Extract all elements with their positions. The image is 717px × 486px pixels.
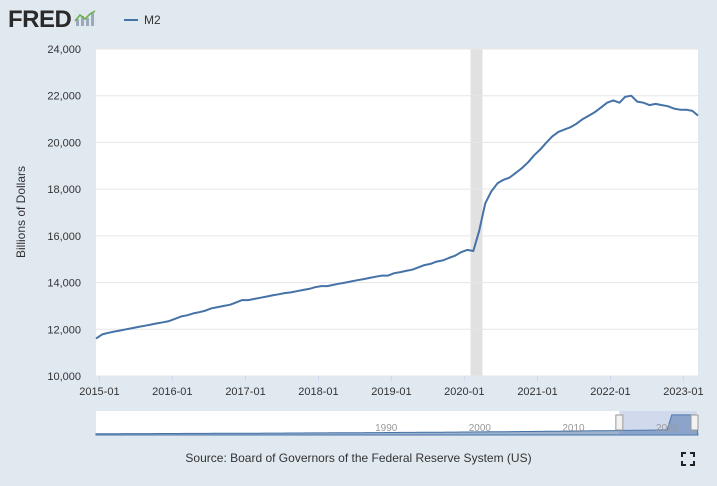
y-axis: 10,000 12,000 14,000 16,000 18,000 20,000 22,0…: [47, 44, 81, 383]
x-tick-label: 2018-01: [298, 386, 338, 398]
navigator-labels: 1990 2000 2010 2020: [375, 423, 679, 434]
navigator-selected-range[interactable]: [619, 411, 698, 435]
recession-band-group: [470, 49, 483, 376]
x-tick-label: 2019-01: [371, 386, 411, 398]
x-tick-label: 2015-01: [79, 386, 119, 398]
x-tick-label: 2021-01: [517, 386, 557, 398]
y-tick-label: 16,000: [47, 231, 81, 243]
navigator-handle-right[interactable]: [690, 414, 699, 431]
chart-legend[interactable]: M2: [124, 13, 161, 27]
navigator-label: 2010: [562, 423, 585, 434]
y-tick-label: 10,000: [47, 371, 81, 383]
navigator[interactable]: 1990 2000 2010 2020: [95, 411, 699, 436]
source-note: Source: Board of Governors of the Federa…: [185, 451, 532, 465]
fred-logo-text: FRED: [8, 6, 72, 33]
navigator-series-area: [95, 414, 699, 436]
navigator-label: 2000: [469, 423, 492, 434]
x-axis: 2015-01 2016-01 2017-01 2018-01 2019-01 2020-…: [79, 376, 704, 398]
y-tick-label: 14,000: [47, 278, 81, 290]
line-chart-icon: [74, 8, 97, 32]
y-axis-label: Billions of Dollars: [14, 166, 28, 258]
y-tick-label: 24,000: [47, 44, 81, 56]
y-tick-label: 18,000: [47, 184, 81, 196]
recession-band: [470, 49, 483, 376]
y-tick-label: 22,000: [47, 91, 81, 103]
y-tick-label: 12,000: [47, 324, 81, 336]
legend-label-m2: M2: [144, 13, 161, 27]
x-tick-label: 2020-01: [444, 386, 484, 398]
grid-lines: [96, 48, 698, 377]
x-tick-label: 2017-01: [225, 386, 265, 398]
x-tick-label: 2023-01: [663, 386, 703, 398]
series-line-m2[interactable]: [95, 94, 699, 340]
legend-swatch-m2: [124, 19, 138, 21]
plot-background: [96, 49, 698, 376]
navigator-label: 1990: [375, 423, 398, 434]
fullscreen-icon[interactable]: [681, 452, 695, 466]
x-tick-label: 2016-01: [152, 386, 192, 398]
navigator-label: 2020: [656, 423, 679, 434]
fred-logo[interactable]: FRED: [8, 6, 97, 34]
x-tick-label: 2022-01: [590, 386, 630, 398]
y-tick-label: 20,000: [47, 137, 81, 149]
navigator-handle-left[interactable]: [615, 414, 624, 431]
